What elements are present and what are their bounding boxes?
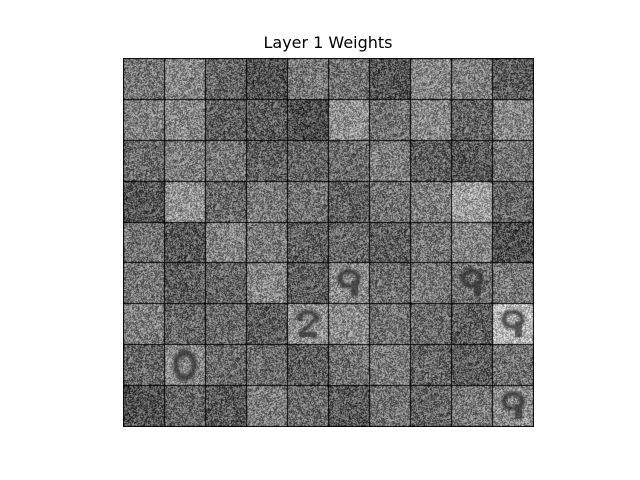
weights-image-grid [123,58,534,427]
chart-title: Layer 1 Weights [263,33,393,52]
